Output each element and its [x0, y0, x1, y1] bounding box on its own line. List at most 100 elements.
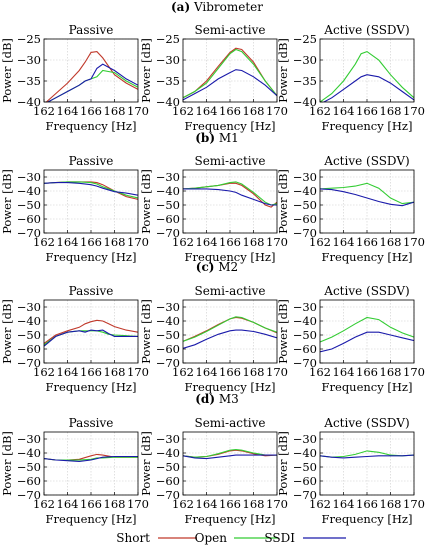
y-tick-label: −30: [156, 432, 180, 446]
y-tick-label: −40: [17, 314, 41, 328]
group-name: Vibrometer: [190, 0, 263, 14]
panel-title: Passive: [69, 154, 114, 168]
panel-title: Passive: [69, 416, 114, 430]
panel-title: Active (SSDV): [323, 154, 409, 168]
y-axis-label: Power [dB]: [139, 299, 153, 364]
series-line-short: [45, 51, 138, 102]
y-tick-label: −50: [293, 198, 317, 212]
series-line-ssdi: [320, 454, 414, 459]
y-tick-label: −50: [17, 198, 41, 212]
y-tick-label: −40: [293, 95, 317, 109]
panel-m1-passive: 162 164 166 168 170 −70−60−50−40−30 Passive Fre…: [0, 154, 149, 264]
x-tick-label: 166: [356, 235, 378, 249]
group-label: (a): [171, 0, 190, 14]
x-tick-label: 170: [266, 104, 288, 118]
x-tick-label: 164: [196, 235, 218, 249]
panel-title: Active (SSDV): [323, 23, 409, 37]
y-tick-label: −60: [156, 474, 180, 488]
panel-title: Semi-active: [194, 284, 265, 298]
y-axis-label: Power [dB]: [0, 169, 14, 234]
x-tick-label: 164: [196, 365, 218, 379]
y-tick-label: −40: [156, 184, 180, 198]
y-tick-label: −40: [293, 446, 317, 460]
x-tick-label: 170: [127, 365, 149, 379]
x-tick-label: 164: [333, 365, 355, 379]
series-line-ssdi: [322, 74, 414, 102]
y-tick-label: −60: [17, 474, 41, 488]
y-tick-label: −60: [156, 342, 180, 356]
x-tick-label: 166: [80, 104, 102, 118]
series-line-short: [44, 319, 138, 344]
y-tick-label: −25: [293, 32, 317, 46]
y-tick-label: −30: [293, 300, 317, 314]
series-line-ssdi: [44, 329, 138, 347]
grid: [43, 432, 139, 496]
group-name: M2: [214, 260, 238, 274]
x-tick-label: 168: [104, 365, 126, 379]
y-tick-label: −50: [293, 460, 317, 474]
y-tick-label: −40: [17, 446, 41, 460]
y-tick-label: −60: [156, 212, 180, 226]
group-label: (c): [196, 260, 215, 274]
y-tick-label: −60: [293, 474, 317, 488]
y-axis-label: Power [dB]: [139, 38, 153, 103]
x-tick-label: 170: [266, 365, 288, 379]
y-tick-label: −30: [156, 300, 180, 314]
legend-entry-short: Short: [116, 531, 197, 545]
y-tick-label: −60: [17, 342, 41, 356]
series-line-open: [183, 316, 277, 342]
panel-vibrometer-semi-active: 162 164 166 168 170 −40 −35 −30 −25 Semi-active Fr…: [139, 23, 288, 133]
x-tick-label: 164: [57, 104, 79, 118]
series-line-open: [183, 181, 277, 206]
y-tick-label: −35: [156, 74, 180, 88]
series-line-open: [320, 182, 414, 205]
y-tick-label: −30: [156, 170, 180, 184]
series-line-ssdi: [320, 331, 414, 353]
x-axis-label: Frequency [Hz]: [46, 119, 137, 133]
x-axis-label: Frequency [Hz]: [322, 380, 413, 394]
y-tick-label: −70: [293, 356, 317, 370]
grid: [182, 170, 278, 234]
y-tick-label: −35: [17, 74, 41, 88]
series-line-open: [183, 448, 277, 458]
x-tick-label: 162: [309, 497, 331, 511]
x-axis-label: Frequency [Hz]: [322, 119, 413, 133]
y-tick-label: −30: [293, 432, 317, 446]
x-axis-label: Frequency [Hz]: [322, 512, 413, 526]
panel-m2-active-ssdv: 162 164 166 168 170 −70−60−50−40−30 Active (SS…: [276, 284, 425, 394]
panel-title: Semi-active: [194, 416, 265, 430]
panel-m1-active-ssdv: 162 164 166 168 170 −70−60−50−40−30 Active (SS…: [276, 154, 425, 264]
x-tick-label: 170: [266, 497, 288, 511]
x-tick-label: 162: [172, 365, 194, 379]
x-tick-label: 170: [266, 235, 288, 249]
y-tick-label: −70: [156, 488, 180, 502]
x-tick-label: 166: [219, 235, 241, 249]
panel-title: Active (SSDV): [323, 284, 409, 298]
y-tick-label: −40: [156, 95, 180, 109]
panel-m3-passive: 162 164 166 168 170 −70−60−50−40−30 Passive Fre…: [0, 416, 149, 526]
x-tick-label: 162: [33, 235, 55, 249]
y-tick-label: −50: [17, 460, 41, 474]
row-header-m3: (d) M3: [195, 392, 239, 406]
x-axis-label: Frequency [Hz]: [46, 250, 137, 264]
panel-title: Active (SSDV): [323, 416, 409, 430]
y-tick-label: −30: [17, 432, 41, 446]
y-tick-label: −50: [156, 460, 180, 474]
series-line-ssdi: [46, 63, 138, 102]
series-line-ssdi: [183, 188, 277, 206]
y-axis-label: Power [dB]: [276, 299, 290, 364]
y-axis-label: Power [dB]: [139, 169, 153, 234]
y-tick-label: −25: [156, 32, 180, 46]
x-tick-label: 162: [172, 497, 194, 511]
y-tick-label: −70: [17, 356, 41, 370]
x-tick-label: 166: [219, 104, 241, 118]
y-axis-label: Power [dB]: [276, 169, 290, 234]
y-tick-label: −70: [293, 226, 317, 240]
grid: [182, 300, 278, 364]
y-tick-label: −50: [17, 328, 41, 342]
y-tick-label: −40: [293, 184, 317, 198]
y-tick-label: −35: [293, 74, 317, 88]
x-tick-label: 162: [33, 365, 55, 379]
legend-label: SSDI: [264, 531, 295, 545]
x-tick-label: 166: [219, 497, 241, 511]
